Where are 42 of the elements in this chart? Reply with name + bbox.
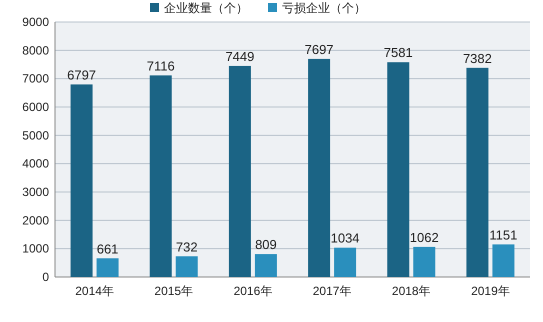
y-tick-label: 3000 (22, 185, 50, 199)
y-tick-label: 8000 (22, 43, 50, 58)
x-tick-label: 2019年 (471, 284, 510, 298)
data-label: 6797 (67, 67, 96, 82)
data-label: 7697 (304, 42, 334, 57)
data-label: 7449 (225, 48, 254, 64)
y-tick-label: 9000 (22, 15, 50, 29)
bar (254, 254, 277, 277)
bar (492, 244, 514, 277)
bar (150, 75, 172, 277)
data-label: 1062 (410, 230, 439, 245)
x-tick-label: 2016年 (234, 284, 272, 298)
legend-label: 亏损企业（个） (282, 1, 366, 15)
data-label: 7116 (146, 58, 175, 74)
bar (96, 258, 119, 277)
bar (413, 246, 436, 277)
data-label: 7581 (384, 45, 413, 60)
x-tick-label: 2018年 (392, 284, 431, 298)
y-tick-label: 7000 (22, 72, 50, 86)
bar (387, 62, 410, 277)
data-label: 732 (176, 239, 198, 254)
bar (70, 84, 93, 277)
y-tick-label: 2000 (22, 213, 50, 228)
y-tick-label: 1000 (22, 242, 50, 256)
x-tick-label: 2017年 (312, 284, 352, 298)
bar (176, 256, 198, 277)
bar (308, 58, 330, 277)
y-tick-label: 0 (42, 270, 50, 284)
data-label: 1034 (330, 230, 360, 246)
x-tick-label: 2014年 (75, 284, 114, 298)
y-tick-label: 4000 (22, 156, 50, 171)
data-label: 7382 (462, 50, 492, 66)
y-tick-label: 5000 (22, 128, 50, 142)
bar (334, 248, 356, 277)
legend-label: 企业数量（个） (164, 1, 248, 15)
bar (228, 66, 251, 277)
x-tick-label: 2015年 (154, 284, 194, 298)
bar (466, 68, 488, 277)
data-label: 809 (255, 237, 277, 252)
y-tick-label: 6000 (22, 100, 50, 114)
data-label: 1151 (489, 227, 518, 242)
data-label: 661 (96, 241, 118, 256)
